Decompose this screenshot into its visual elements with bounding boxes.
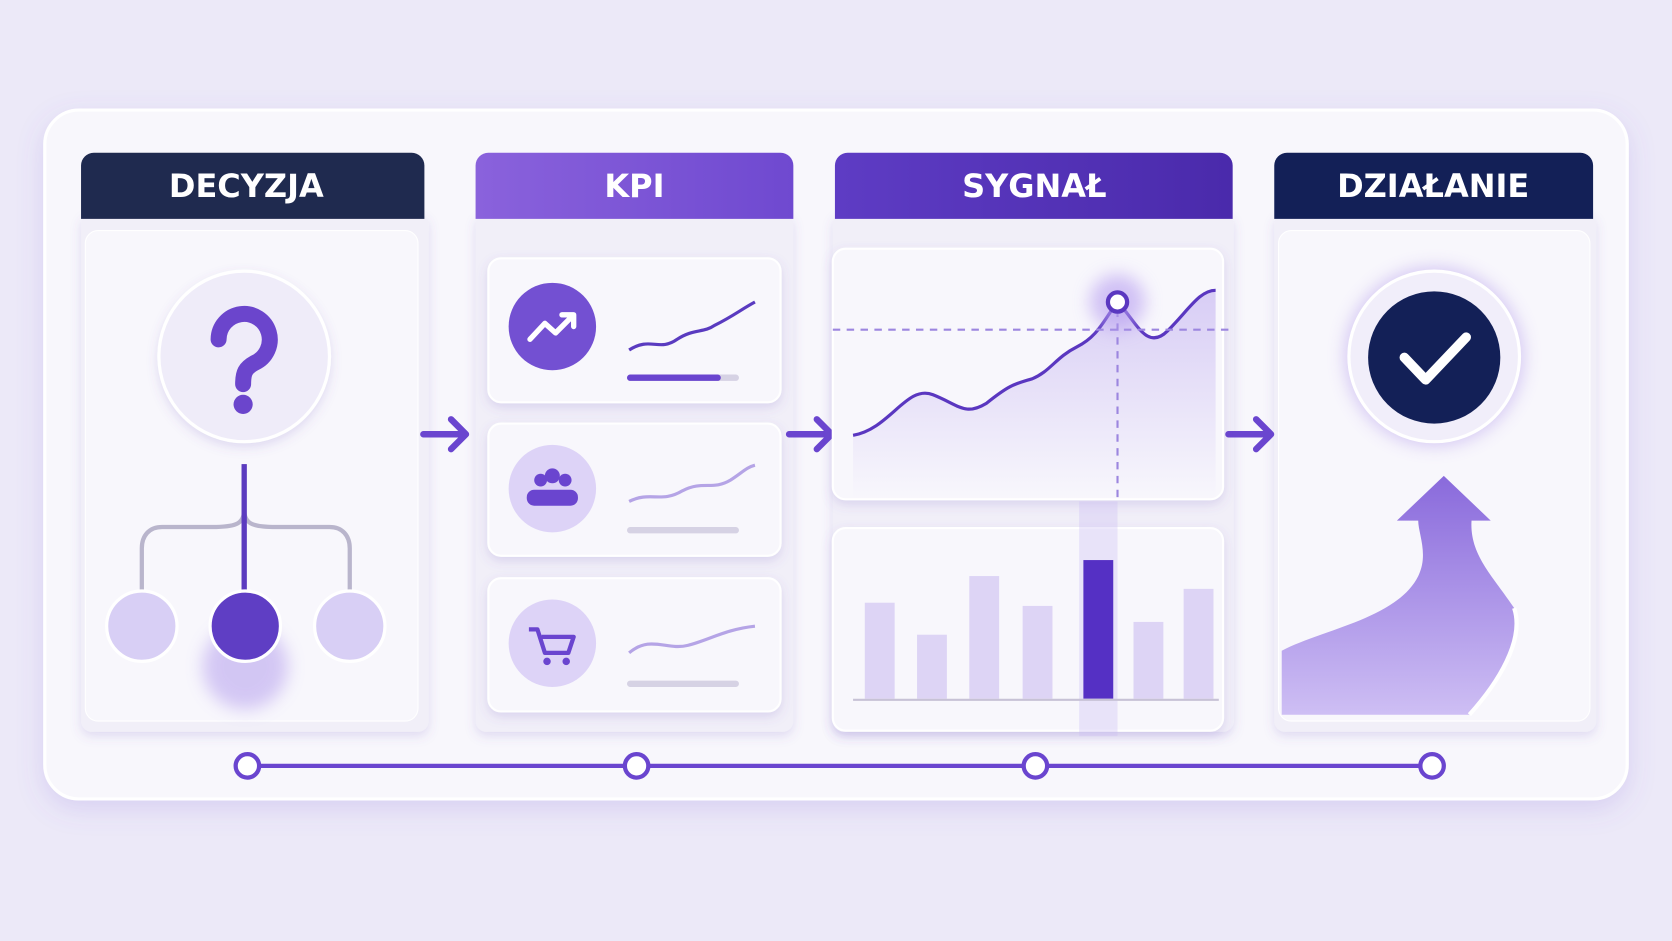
decision-illustration (105, 269, 387, 710)
step-title: SYGNAŁ (962, 167, 1106, 205)
header-bg (81, 152, 425, 219)
header-bg (1274, 152, 1594, 219)
signal-illustration (831, 247, 1234, 737)
header-bg (475, 152, 794, 219)
headers: DECYZJA KPI SYGNAŁ DZIAŁANIE (81, 152, 1594, 219)
flow-arrows (420, 416, 1275, 453)
step-title: DECYZJA (169, 167, 324, 205)
step-title: KPI (604, 167, 664, 205)
action-illustration (1281, 266, 1524, 717)
timeline (233, 752, 1446, 780)
header-bg (834, 152, 1233, 219)
kpi-cards (487, 257, 782, 713)
step-title: DZIAŁANIE (1337, 167, 1529, 205)
